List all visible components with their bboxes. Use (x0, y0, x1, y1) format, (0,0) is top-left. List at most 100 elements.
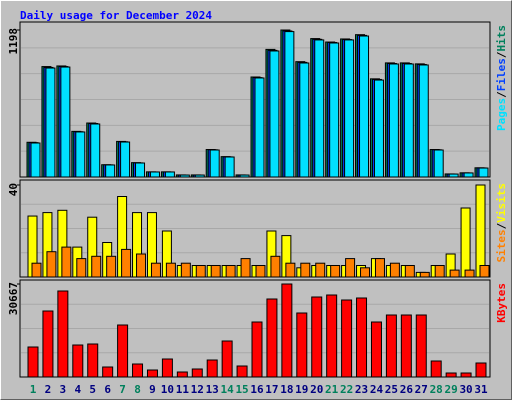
bar (132, 363, 144, 378)
bar (370, 321, 382, 378)
bar (76, 258, 87, 278)
bar (330, 265, 341, 278)
x-tick-label: 26 (400, 383, 414, 396)
x-tick-label: 15 (235, 383, 248, 396)
bar (341, 299, 353, 378)
bar (299, 62, 310, 178)
bar (430, 360, 442, 378)
bar (102, 366, 114, 378)
bar (434, 265, 445, 278)
bar (296, 312, 308, 378)
bar (463, 172, 474, 178)
x-tick-label: 11 (176, 383, 190, 396)
x-tick-label: 29 (445, 383, 458, 396)
bar (388, 63, 399, 178)
bar (180, 262, 191, 278)
legend-separator: / (495, 222, 508, 229)
bar (478, 167, 489, 178)
y-tick-label: 40 (7, 183, 20, 196)
bar (464, 269, 475, 278)
bar (419, 271, 430, 278)
bar (42, 310, 54, 378)
legend-entry: Files (495, 58, 508, 91)
bar (255, 265, 266, 278)
y-tick-label: 30667 (7, 282, 20, 315)
bar (61, 246, 72, 278)
bar (374, 258, 385, 278)
bar (191, 368, 203, 378)
bar (165, 262, 176, 278)
bar (373, 79, 384, 178)
legend: Sites/Visits (495, 183, 508, 263)
legend-entry: KBytes (495, 283, 508, 323)
bar (30, 142, 41, 178)
bar (359, 35, 370, 178)
bar (179, 174, 190, 178)
bar (72, 344, 84, 378)
bar (460, 207, 471, 278)
bar (448, 173, 459, 178)
x-tick-label: 1 (30, 383, 37, 396)
x-tick-label: 4 (74, 383, 81, 396)
x-tick-label: 31 (474, 383, 488, 396)
bar (91, 255, 102, 278)
bar (284, 31, 295, 178)
x-tick-label: 23 (355, 383, 368, 396)
bar (45, 67, 56, 178)
bar (206, 359, 218, 378)
legend-entry: Hits (495, 25, 508, 52)
x-tick-label: 14 (221, 383, 235, 396)
bar (433, 149, 444, 178)
bar (240, 258, 251, 278)
bar (146, 369, 158, 378)
bar (281, 283, 293, 378)
bar (345, 258, 356, 278)
bar (136, 253, 147, 278)
bar (46, 251, 57, 278)
bar (475, 184, 486, 278)
x-tick-label: 13 (206, 383, 219, 396)
bar (475, 362, 487, 378)
legend-entry: Pages (495, 98, 508, 131)
bar (479, 265, 490, 278)
x-tick-label: 8 (134, 383, 141, 396)
x-tick-label: 12 (191, 383, 204, 396)
x-tick-label: 10 (161, 383, 174, 396)
bar (285, 262, 296, 278)
x-tick-label: 18 (280, 383, 293, 396)
bar (329, 42, 340, 178)
bar (60, 66, 71, 178)
x-tick-label: 21 (325, 383, 339, 396)
bar (120, 141, 131, 178)
bar (195, 265, 206, 278)
x-tick-label: 19 (295, 383, 308, 396)
bar (164, 171, 175, 178)
x-tick-label: 9 (149, 383, 156, 396)
bar (176, 371, 188, 378)
legend: KBytes (495, 283, 508, 323)
bar (415, 314, 427, 378)
bar (121, 248, 132, 278)
bar (251, 321, 263, 378)
bar (445, 372, 457, 378)
x-tick-label: 6 (104, 383, 111, 396)
x-tick-label: 27 (415, 383, 428, 396)
bar (117, 324, 129, 378)
bar (254, 77, 265, 178)
bar (161, 358, 173, 378)
x-tick-label: 2 (45, 383, 52, 396)
bar (236, 365, 248, 378)
bar (106, 255, 117, 278)
x-tick-label: 16 (250, 383, 264, 396)
bar (150, 262, 161, 278)
bar (404, 265, 415, 278)
bar (149, 171, 160, 178)
bar (344, 39, 355, 178)
legend-entry: Sites (495, 229, 508, 262)
x-tick-label: 30 (459, 383, 472, 396)
legend: Pages/Files/Hits (495, 25, 508, 131)
x-tick-label: 7 (119, 383, 126, 396)
legend-separator: / (495, 91, 508, 98)
bar (449, 269, 460, 278)
bar (418, 64, 429, 178)
